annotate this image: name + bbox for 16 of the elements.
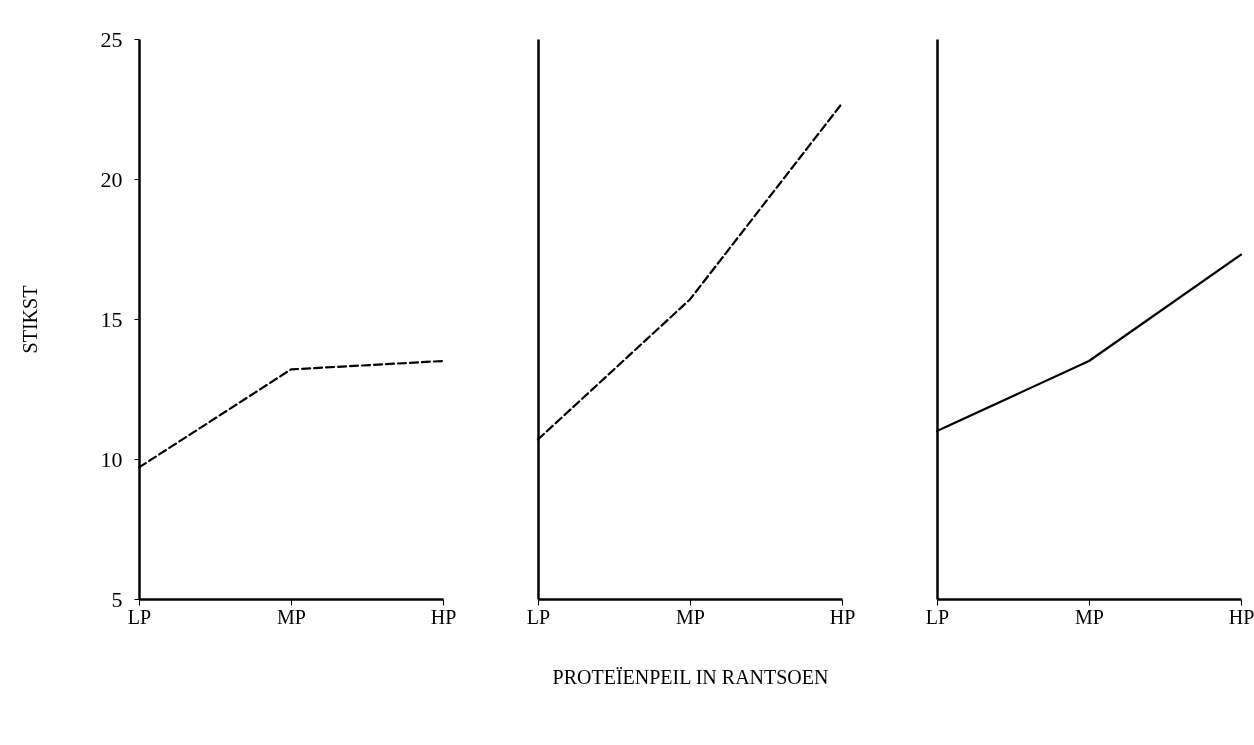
x-tick-label: MP (1075, 605, 1104, 628)
y-axis-title: STIKST (18, 285, 41, 354)
x-tick-label: HP (430, 605, 457, 628)
x-axis-title: PROTEÏENPEIL IN RANTSOEN (552, 665, 829, 688)
y-tick-label: 15 (100, 306, 123, 332)
y-tick-label: 20 (100, 166, 123, 192)
x-tick-label: LP (127, 605, 152, 628)
x-tick-label: MP (277, 605, 306, 628)
x-tick-label: MP (676, 605, 705, 628)
x-tick-label: LP (925, 605, 950, 628)
x-tick-label: HP (1228, 605, 1254, 628)
y-tick-label: 5 (111, 586, 123, 612)
x-tick-label: HP (829, 605, 856, 628)
x-tick-label: LP (526, 605, 551, 628)
y-tick-label: 10 (100, 446, 123, 472)
y-tick-label: 25 (100, 26, 123, 52)
